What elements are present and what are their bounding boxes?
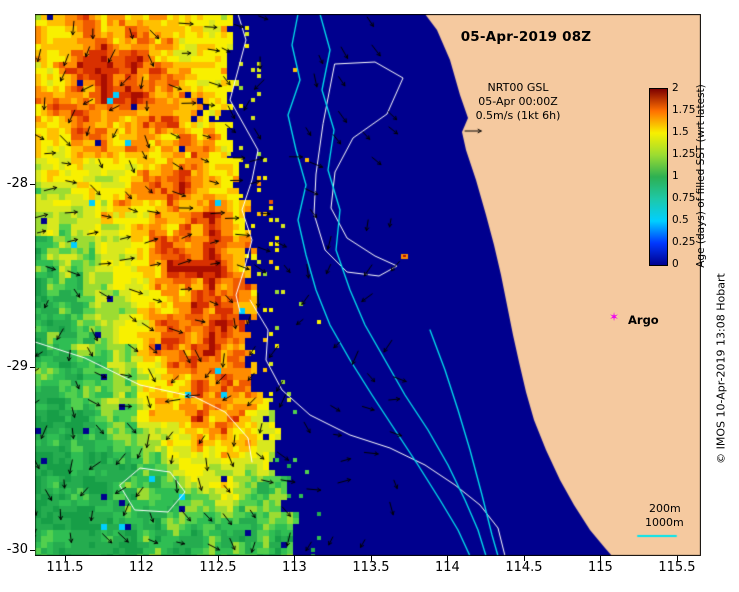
copyright-note: © IMOS 10-Apr-2019 13:08 Hobart: [714, 273, 728, 464]
sst-age-map-canvas: [35, 14, 701, 556]
y-tick-mark: [30, 550, 35, 552]
x-tick-label: 112: [129, 560, 154, 575]
plot-title: 05-Apr-2019 08Z: [460, 29, 592, 45]
colorbar-tick-label: 1.75: [672, 104, 696, 116]
x-tick-mark: [294, 556, 296, 561]
x-tick-label: 113: [282, 560, 307, 575]
x-tick-label: 115.5: [658, 560, 696, 575]
colorbar-tick-label: 2: [672, 82, 679, 94]
model-annotation: NRT00 GSL 05-Apr 00:00Z 0.5m/s (1kt 6h): [460, 81, 576, 123]
argo-marker-icon: ✶: [609, 310, 620, 324]
x-tick-mark: [447, 556, 449, 561]
colorbar-tick-label: 1.25: [672, 148, 696, 160]
depth-200m-label: 200m: [649, 502, 681, 515]
colorbar-tick-label: 1.5: [672, 126, 689, 138]
colorbar-tick-label: 0.5: [672, 214, 689, 226]
y-tick-mark: [30, 184, 35, 186]
y-tick-label: -29: [6, 359, 28, 375]
colorbar-gradient: [649, 88, 668, 266]
x-tick-mark: [141, 556, 143, 561]
colorbar-tick-label: 0.75: [672, 192, 696, 204]
x-tick-mark: [676, 556, 678, 561]
x-tick-mark: [64, 556, 66, 561]
x-tick-mark: [217, 556, 219, 561]
colorbar-tick-label: 1: [672, 170, 679, 182]
colorbar-tick-label: 0: [672, 258, 679, 270]
x-tick-label: 111.5: [46, 560, 84, 575]
x-tick-mark: [600, 556, 602, 561]
x-tick-mark: [523, 556, 525, 561]
argo-label: Argo: [628, 313, 659, 327]
colorbar-tick-label: 0.25: [672, 236, 696, 248]
x-tick-label: 113.5: [352, 560, 390, 575]
valid-time-label: 05-Apr 00:00Z: [478, 95, 558, 108]
x-tick-label: 112.5: [199, 560, 237, 575]
x-tick-mark: [370, 556, 372, 561]
y-tick-label: -30: [6, 542, 28, 558]
y-tick-label: -28: [6, 176, 28, 192]
vector-scale-label: 0.5m/s (1kt 6h): [475, 109, 561, 122]
depth-1000m-label: 1000m: [645, 516, 684, 529]
y-tick-mark: [30, 367, 35, 369]
model-name-label: NRT00 GSL: [487, 81, 549, 94]
x-tick-label: 114.5: [505, 560, 543, 575]
x-tick-label: 115: [588, 560, 613, 575]
x-tick-label: 114: [435, 560, 460, 575]
colorbar-title: Age (days) of filled SST (wrt latest): [695, 84, 707, 268]
